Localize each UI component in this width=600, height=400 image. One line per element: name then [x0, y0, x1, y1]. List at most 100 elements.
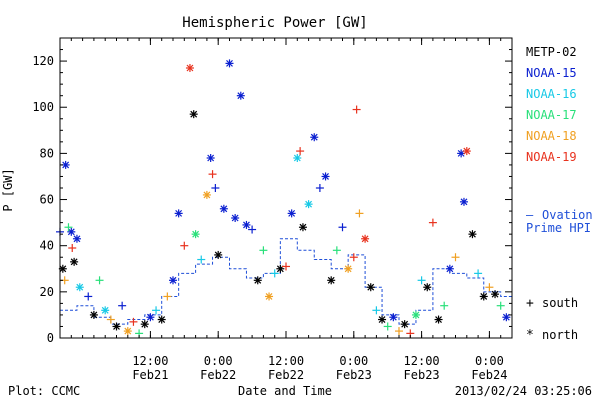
data-point — [112, 322, 121, 331]
data-point — [146, 313, 155, 322]
data-point — [197, 255, 206, 264]
data-point — [332, 246, 341, 255]
x-tick-label: 0:00 — [339, 354, 368, 368]
plot-area: 02040608010012012:00Feb210:00Feb2212:00F… — [32, 37, 513, 382]
marker-stroke — [389, 313, 397, 321]
footer-timestamp: 2013/02/24 03:25:06 — [455, 384, 592, 398]
marker-stroke — [435, 316, 442, 323]
legend-ovation-label: Ovation — [542, 208, 593, 222]
x-tick-date-label: Feb22 — [268, 368, 304, 382]
data-point — [202, 190, 211, 199]
marker-stroke — [378, 316, 386, 323]
y-tick-label: 60 — [40, 193, 54, 207]
marker-stroke — [254, 276, 262, 284]
data-point — [440, 301, 449, 310]
marker-stroke — [463, 147, 471, 155]
legend-marker-symbol: + — [526, 296, 534, 311]
data-point — [265, 292, 274, 301]
data-point — [315, 184, 324, 192]
data-point — [68, 244, 77, 252]
data-point — [355, 209, 364, 218]
data-point — [259, 246, 268, 255]
data-point — [304, 200, 313, 209]
marker-stroke — [344, 265, 352, 273]
marker-stroke — [101, 306, 109, 314]
marker-stroke — [460, 198, 468, 206]
data-point — [211, 184, 220, 192]
marker-stroke — [367, 283, 375, 291]
data-point — [123, 327, 132, 336]
data-point — [152, 306, 161, 315]
x-tick-date-label: Feb23 — [404, 368, 440, 382]
data-point — [287, 209, 296, 218]
data-point — [293, 154, 302, 162]
marker-stroke — [446, 265, 454, 273]
data-point — [310, 133, 319, 142]
legend-series-noaa-17: NOAA-17 — [526, 108, 577, 122]
data-point — [163, 292, 172, 301]
marker-stroke — [67, 228, 75, 236]
y-tick-label: 0 — [47, 331, 54, 345]
data-point — [225, 59, 234, 68]
marker-stroke — [175, 209, 183, 217]
data-point — [253, 276, 262, 285]
legend: METP-02 NOAA-15 NOAA-16 NOAA-17 NOAA-18 NOAA-… — [526, 45, 593, 343]
legend-marker-south: south — [542, 296, 578, 310]
data-point — [129, 317, 138, 326]
data-point — [451, 253, 460, 262]
ovation-hpi-line — [60, 238, 512, 325]
legend-ovation-symbol: — — [526, 208, 534, 222]
x-tick-label: 12:00 — [132, 354, 168, 368]
data-point — [411, 310, 420, 319]
marker-stroke — [401, 320, 409, 328]
data-point — [89, 310, 98, 319]
marker-stroke — [491, 290, 499, 298]
data-point — [321, 172, 330, 181]
data-point — [236, 91, 245, 100]
data-point — [72, 234, 81, 243]
data-point — [219, 204, 228, 213]
data-point — [282, 262, 290, 271]
marker-stroke — [310, 133, 318, 141]
marker-stroke — [141, 320, 149, 328]
data-point — [231, 214, 240, 222]
data-point — [189, 110, 198, 119]
x-tick-date-label: Feb22 — [200, 368, 236, 382]
x-tick-date-label: Feb24 — [471, 368, 507, 382]
data-point — [417, 276, 426, 285]
marker-stroke — [73, 235, 81, 243]
marker-stroke — [113, 323, 120, 330]
data-point — [174, 209, 183, 218]
marker-stroke — [265, 293, 273, 300]
data-point — [185, 64, 194, 72]
data-point — [70, 257, 79, 266]
legend-ovation-label-2: Prime HPI — [526, 221, 591, 235]
marker-stroke — [361, 235, 369, 243]
data-point — [491, 290, 500, 299]
legend-marker-symbol: * — [526, 328, 534, 343]
data-point — [445, 264, 454, 273]
marker-stroke — [169, 276, 177, 284]
marker-stroke — [192, 230, 200, 238]
chart-title: Hemispheric Power [GW] — [182, 15, 367, 31]
marker-stroke — [226, 59, 233, 67]
data-point — [496, 301, 505, 310]
data-point — [395, 327, 403, 336]
data-point — [502, 313, 511, 322]
y-tick-label: 20 — [40, 285, 54, 299]
marker-stroke — [469, 230, 476, 238]
data-point — [67, 227, 76, 236]
x-tick-label: 12:00 — [404, 354, 440, 368]
x-tick-label: 12:00 — [268, 354, 304, 368]
data-point — [389, 313, 398, 322]
data-point — [206, 154, 215, 162]
data-point — [180, 241, 189, 250]
marker-stroke — [203, 191, 211, 199]
data-point — [140, 320, 149, 329]
legend-series-metp-02: METP-02 — [526, 45, 577, 59]
marker-stroke — [62, 161, 70, 169]
data-point — [383, 322, 392, 331]
marker-stroke — [305, 200, 313, 208]
marker-stroke — [124, 327, 132, 335]
